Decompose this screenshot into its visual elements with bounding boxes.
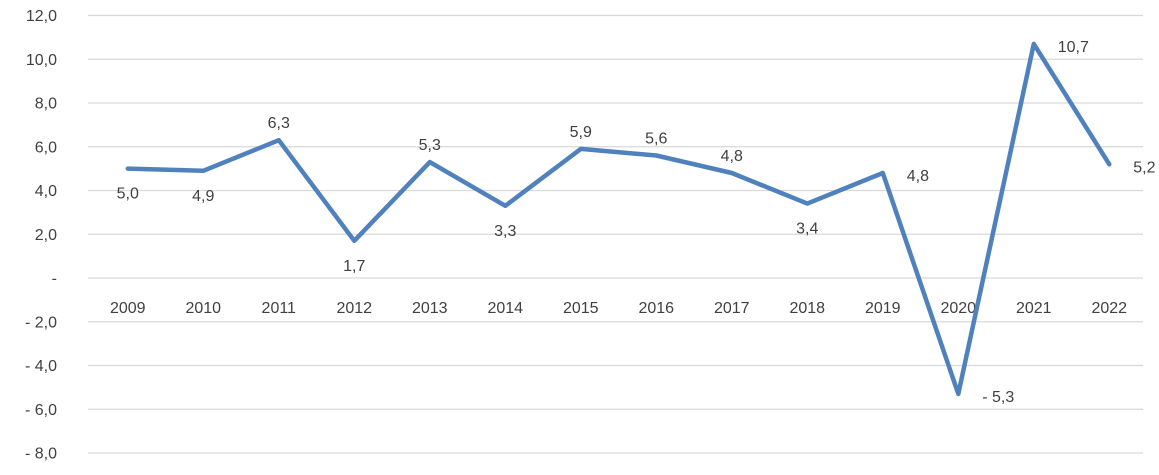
data-label-2022: 5,2	[1133, 159, 1155, 176]
x-tick-label-2011: 2011	[262, 300, 297, 317]
y-tick-label-0: -	[52, 271, 57, 288]
data-label-2014: 3,3	[494, 223, 516, 240]
y-tick-label-6: 6,0	[35, 139, 57, 156]
y-tick-label-2: 2,0	[35, 227, 57, 244]
x-tick-label-2018: 2018	[789, 300, 825, 317]
x-tick-label-2014: 2014	[487, 300, 523, 317]
data-label-2016: 5,6	[645, 131, 667, 148]
data-label-2013: 5,3	[419, 137, 441, 154]
data-label-2011: 6,3	[268, 115, 290, 132]
y-tick-label--6: - 6,0	[25, 402, 57, 419]
data-label-2019: 4,8	[907, 168, 929, 185]
x-tick-label-2019: 2019	[865, 300, 901, 317]
series-line-annual-growth-percent	[125, 41, 1112, 397]
y-tick-label--2: - 2,0	[25, 314, 57, 331]
x-tick-label-2020: 2020	[940, 300, 976, 317]
x-tick-label-2016: 2016	[638, 300, 674, 317]
x-tick-label-2009: 2009	[110, 300, 146, 317]
x-tick-label-2017: 2017	[714, 300, 750, 317]
x-tick-label-2010: 2010	[185, 300, 221, 317]
data-label-2009: 5,0	[117, 186, 139, 203]
y-tick-label-10: 10,0	[26, 52, 57, 69]
x-tick-label-2021: 2021	[1016, 300, 1052, 317]
data-label-2021: 10,7	[1058, 39, 1089, 56]
y-tick-label--8: - 8,0	[25, 446, 57, 463]
data-label-2017: 4,8	[721, 148, 743, 165]
data-label-2020: - 5,3	[982, 389, 1014, 406]
y-tick-label--4: - 4,0	[25, 358, 57, 375]
data-label-2010: 4,9	[192, 188, 214, 205]
x-tick-label-2015: 2015	[563, 300, 599, 317]
y-tick-label-12: 12,0	[26, 8, 57, 25]
x-tick-label-2022: 2022	[1091, 300, 1127, 317]
x-tick-label-2013: 2013	[412, 300, 448, 317]
data-label-2012: 1,7	[343, 258, 365, 275]
x-tick-label-2012: 2012	[336, 300, 372, 317]
y-tick-label-4: 4,0	[35, 183, 57, 200]
data-label-2015: 5,9	[570, 124, 592, 141]
y-tick-label-8: 8,0	[35, 96, 57, 113]
data-label-2018: 3,4	[796, 221, 818, 238]
